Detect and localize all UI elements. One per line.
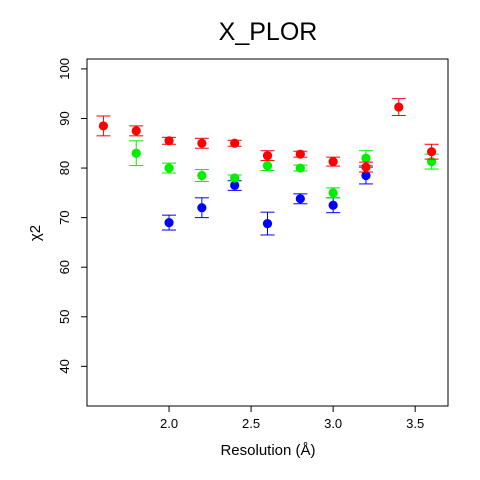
- data-point: [260, 150, 275, 162]
- point-marker: [328, 200, 338, 210]
- data-point: [227, 138, 242, 148]
- point-marker: [230, 138, 240, 148]
- point-marker: [262, 151, 273, 161]
- y-tick-label: 100: [57, 58, 72, 80]
- data-point: [326, 156, 341, 167]
- y-tick-label: 80: [57, 161, 72, 175]
- y-tick-label: 70: [57, 210, 72, 224]
- data-point: [260, 211, 275, 236]
- point-marker: [197, 203, 207, 213]
- point-marker: [394, 102, 404, 112]
- point-marker: [164, 136, 174, 146]
- point-marker: [230, 180, 240, 191]
- point-marker: [361, 170, 371, 181]
- data-point: [96, 115, 111, 137]
- data-point: [129, 140, 144, 167]
- point-marker: [328, 157, 338, 167]
- point-marker: [295, 194, 305, 204]
- point-marker: [230, 173, 240, 183]
- point-marker: [164, 217, 174, 228]
- x-tick-label: 2.0: [160, 416, 178, 431]
- point-marker: [361, 153, 371, 163]
- data-point: [358, 161, 373, 173]
- point-marker: [164, 163, 174, 173]
- data-point: [326, 187, 341, 199]
- x-axis-label: Resolution (Å): [220, 442, 315, 459]
- point-marker: [262, 160, 273, 171]
- data-point: [260, 160, 275, 172]
- point-marker: [361, 162, 371, 172]
- data-point: [424, 143, 439, 160]
- y-tick-label: 40: [57, 359, 72, 373]
- x-tick-label: 3.0: [324, 416, 342, 431]
- data-point: [326, 197, 341, 214]
- point-marker: [295, 149, 305, 159]
- data-point: [162, 214, 177, 231]
- point-marker: [131, 148, 141, 158]
- chart-title: X_PLOR: [219, 18, 318, 46]
- point-marker: [197, 170, 207, 181]
- point-marker: [131, 126, 141, 136]
- data-point: [162, 162, 177, 174]
- x-tick-label: 3.5: [406, 416, 424, 431]
- y-tick-label: 60: [57, 260, 72, 274]
- data-point: [129, 125, 144, 137]
- data-point: [391, 98, 406, 117]
- data-point: [194, 169, 209, 182]
- point-marker: [98, 121, 109, 131]
- point-marker: [197, 138, 207, 148]
- data-point: [194, 197, 209, 219]
- data-point: [293, 163, 308, 173]
- point-marker: [328, 188, 338, 198]
- point-marker: [262, 218, 273, 229]
- y-axis: 40 50 60 70 80 90 100: [57, 58, 87, 374]
- point-marker: [295, 163, 305, 173]
- data-point: [227, 173, 242, 183]
- data-marks: [96, 98, 439, 236]
- data-point: [293, 149, 308, 159]
- x-tick-label: 2.5: [242, 416, 260, 431]
- y-axis-label: χ2: [27, 225, 44, 241]
- data-point: [194, 137, 209, 149]
- data-point: [162, 136, 177, 146]
- data-point: [293, 193, 308, 205]
- y-tick-label: 90: [57, 111, 72, 125]
- x-axis: 2.0 2.5 3.0 3.5: [160, 406, 424, 431]
- plot-frame: [86, 58, 449, 407]
- y-tick-label: 50: [57, 310, 72, 324]
- point-marker: [426, 147, 437, 157]
